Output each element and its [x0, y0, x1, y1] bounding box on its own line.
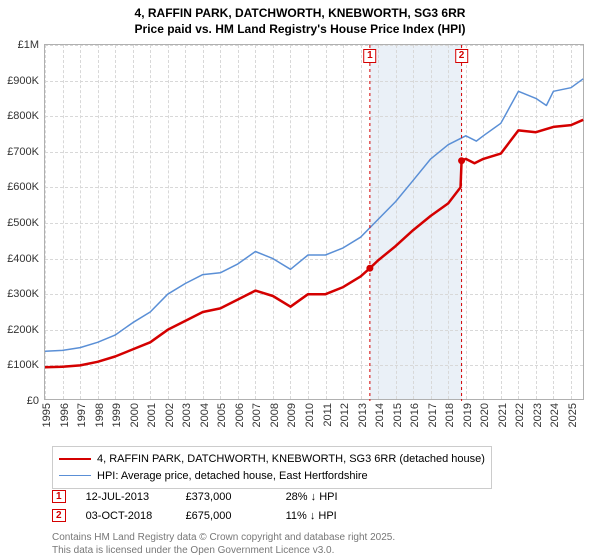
footer-note: Contains HM Land Registry data © Crown c…: [52, 532, 395, 557]
sale-row: 2 03-OCT-2018 £675,000 11% ↓ HPI: [52, 509, 366, 522]
sale-marker-dot: [366, 265, 373, 272]
series-price_paid: [45, 120, 583, 367]
sale-marker-dot: [458, 157, 465, 164]
y-tick-label: £600K: [7, 181, 39, 193]
plot-area: £0£100K£200K£300K£400K£500K£600K£700K£80…: [44, 44, 584, 400]
sale-badge: 2: [52, 509, 66, 522]
x-tick-label: 2009: [286, 403, 298, 427]
x-tick-label: 2019: [462, 403, 474, 427]
x-tick-label: 2025: [567, 403, 579, 427]
y-tick-label: £100K: [7, 359, 39, 371]
x-tick-label: 2002: [164, 403, 176, 427]
y-tick-label: £200K: [7, 324, 39, 336]
title-line1: 4, RAFFIN PARK, DATCHWORTH, KNEBWORTH, S…: [10, 6, 590, 22]
x-tick-label: 2005: [216, 403, 228, 427]
sale-price: £373,000: [186, 491, 266, 503]
x-tick-label: 2007: [251, 403, 263, 427]
x-tick-label: 2001: [146, 403, 158, 427]
x-tick-label: 2012: [339, 403, 351, 427]
sale-date: 03-OCT-2018: [86, 510, 166, 522]
x-tick-label: 2022: [514, 403, 526, 427]
legend-box: 4, RAFFIN PARK, DATCHWORTH, KNEBWORTH, S…: [52, 446, 492, 489]
sale-price: £675,000: [186, 510, 266, 522]
x-tick-label: 2006: [234, 403, 246, 427]
x-tick-label: 2013: [357, 403, 369, 427]
x-tick-label: 1996: [59, 403, 71, 427]
legend-text: 4, RAFFIN PARK, DATCHWORTH, KNEBWORTH, S…: [97, 451, 485, 468]
x-tick-label: 2020: [479, 403, 491, 427]
x-tick-label: 2017: [427, 403, 439, 427]
series-hpi: [45, 79, 583, 351]
legend-row: HPI: Average price, detached house, East…: [59, 468, 485, 485]
y-tick-label: £300K: [7, 288, 39, 300]
x-tick-label: 2011: [322, 403, 334, 427]
footer-line2: This data is licensed under the Open Gov…: [52, 545, 395, 558]
x-tick-label: 2003: [181, 403, 193, 427]
y-tick-label: £0: [27, 395, 39, 407]
y-tick-label: £700K: [7, 146, 39, 158]
x-tick-label: 2014: [374, 403, 386, 427]
legend-text: HPI: Average price, detached house, East…: [97, 468, 368, 485]
legend-row: 4, RAFFIN PARK, DATCHWORTH, KNEBWORTH, S…: [59, 451, 485, 468]
x-tick-label: 2015: [392, 403, 404, 427]
sale-row: 1 12-JUL-2013 £373,000 28% ↓ HPI: [52, 490, 366, 503]
sale-delta: 28% ↓ HPI: [286, 491, 366, 503]
chart-title: 4, RAFFIN PARK, DATCHWORTH, KNEBWORTH, S…: [0, 0, 600, 39]
chart-svg: [45, 45, 585, 401]
sale-marker-label: 1: [363, 49, 377, 63]
y-tick-label: £800K: [7, 110, 39, 122]
x-tick-label: 1998: [94, 403, 106, 427]
x-tick-label: 2010: [304, 403, 316, 427]
x-tick-label: 1995: [41, 403, 53, 427]
x-tick-label: 2024: [549, 403, 561, 427]
x-tick-label: 2021: [497, 403, 509, 427]
chart-container: 4, RAFFIN PARK, DATCHWORTH, KNEBWORTH, S…: [0, 0, 600, 560]
x-tick-label: 2023: [532, 403, 544, 427]
y-tick-label: £900K: [7, 75, 39, 87]
legend-swatch: [59, 475, 91, 476]
x-tick-label: 2016: [409, 403, 421, 427]
x-tick-label: 2004: [199, 403, 211, 427]
x-tick-label: 2008: [269, 403, 281, 427]
x-tick-label: 1999: [111, 403, 123, 427]
sale-badge: 1: [52, 490, 66, 503]
x-tick-label: 1997: [76, 403, 88, 427]
y-tick-label: £500K: [7, 217, 39, 229]
sale-marker-label: 2: [455, 49, 469, 63]
y-tick-label: £1M: [18, 39, 39, 51]
x-tick-label: 2018: [444, 403, 456, 427]
y-tick-label: £400K: [7, 253, 39, 265]
sales-table: 1 12-JUL-2013 £373,000 28% ↓ HPI 2 03-OCT-201…: [52, 490, 366, 528]
footer-line1: Contains HM Land Registry data © Crown c…: [52, 532, 395, 545]
legend-swatch: [59, 458, 91, 460]
sale-delta: 11% ↓ HPI: [286, 510, 366, 522]
sale-date: 12-JUL-2013: [86, 491, 166, 503]
x-tick-label: 2000: [129, 403, 141, 427]
title-line2: Price paid vs. HM Land Registry's House …: [10, 22, 590, 38]
